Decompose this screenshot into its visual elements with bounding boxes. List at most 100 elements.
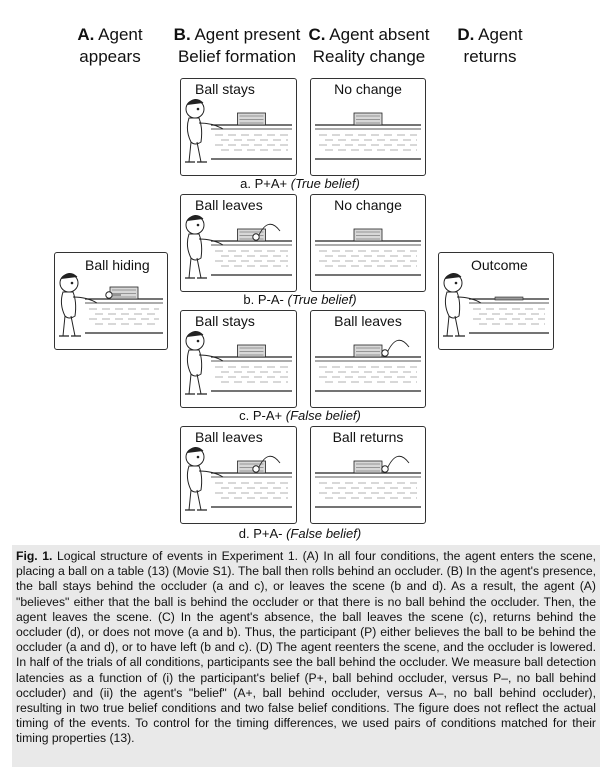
column-subtitle: returns — [463, 47, 517, 66]
scene-svg — [59, 273, 163, 337]
agent-hair — [60, 273, 78, 280]
ball-trajectory — [257, 223, 281, 238]
agent-arm — [198, 238, 224, 246]
agent-hair — [186, 99, 204, 106]
panel-ball-hiding: Ball hiding — [54, 252, 168, 350]
panel-label: Ball returns — [332, 429, 404, 445]
agent-eye — [196, 455, 200, 459]
ball — [381, 465, 389, 473]
panel-row-d-belief: Ball leaves — [180, 426, 297, 524]
agent-arm — [198, 470, 224, 478]
panel-label: No change — [334, 197, 402, 213]
ball-trajectory — [386, 455, 410, 470]
panel-row-c-reality: Ball leaves — [310, 310, 426, 408]
agent-legs — [446, 315, 460, 337]
panel-outcome: Outcome — [438, 252, 554, 350]
agent-eye — [70, 281, 74, 285]
agent-hair — [186, 215, 204, 222]
column-subtitle: Belief formation — [177, 47, 297, 66]
column-subtitle: appears — [79, 47, 141, 66]
panel-label: Ball stays — [195, 313, 255, 329]
scene-svg — [315, 112, 421, 160]
row-b-caption: b. P-A- (True belief) — [190, 292, 410, 307]
panel-label: Ball hiding — [85, 257, 150, 273]
ball — [381, 349, 389, 357]
agent-body — [444, 291, 461, 319]
row-c-caption: c. P-A+ (False belief) — [190, 408, 410, 423]
agent-body — [186, 349, 203, 377]
agent-legs — [62, 315, 76, 337]
scene-svg — [185, 99, 292, 163]
occluder-lowered — [494, 296, 524, 301]
panel-label: Ball stays — [195, 81, 255, 97]
figure-caption: Fig. 1. Logical structure of events in E… — [12, 545, 600, 767]
agent-figure — [185, 215, 224, 279]
agent-body — [186, 117, 203, 145]
condition-code: b. P-A- — [243, 292, 284, 307]
column-title: Agent absent — [329, 25, 430, 44]
panel-row-d-reality: Ball returns — [310, 426, 426, 524]
condition-code: d. P+A- — [238, 526, 283, 541]
agent-legs — [188, 489, 202, 511]
column-subtitle: Reality change — [312, 47, 426, 66]
column-heading-c: C. Agent absent Reality change — [303, 24, 435, 68]
column-letter: B. — [173, 25, 191, 44]
agent-hair — [186, 331, 204, 338]
row-d-caption: d. P+A- (False belief) — [190, 526, 410, 541]
ball — [252, 233, 260, 241]
scene-svg — [315, 228, 421, 276]
condition-code: a. P+A+ — [240, 176, 288, 191]
panel-row-c-belief: Ball stays — [180, 310, 297, 408]
panel-row-a-belief: Ball stays — [180, 78, 297, 176]
ball-trajectory — [257, 455, 281, 470]
agent-figure — [185, 99, 224, 163]
scene-svg — [185, 331, 292, 395]
agent-eye — [196, 107, 200, 111]
column-letter: A. — [77, 25, 95, 44]
belief-type: (False belief) — [286, 526, 362, 541]
ball — [105, 291, 113, 299]
agent-eye — [196, 223, 200, 227]
belief-type: (True belief) — [287, 292, 357, 307]
column-title: Agent — [478, 25, 523, 44]
agent-legs — [188, 373, 202, 395]
panel-row-a-reality: No change — [310, 78, 426, 176]
scene-svg — [315, 339, 421, 392]
panel-label: Ball leaves — [195, 429, 263, 445]
belief-type: (False belief) — [285, 408, 361, 423]
caption-paragraph: Fig. 1. Logical structure of events in E… — [12, 545, 600, 751]
agent-figure — [59, 273, 98, 337]
caption-label: Fig. 1. — [16, 549, 53, 563]
condition-code: c. P-A+ — [239, 408, 283, 423]
agent-figure — [443, 273, 482, 337]
agent-legs — [188, 141, 202, 163]
agent-figure — [185, 331, 224, 395]
agent-body — [60, 291, 77, 319]
column-letter: C. — [308, 25, 326, 44]
column-title: Agent present — [194, 25, 301, 44]
row-a-caption: a. P+A+ (True belief) — [190, 176, 410, 191]
column-heading-b: B. Agent present Belief formation — [168, 24, 306, 68]
agent-body — [186, 465, 203, 493]
column-title: Agent — [98, 25, 143, 44]
column-heading-d: D. Agent returns — [440, 24, 540, 68]
panel-label: Ball leaves — [195, 197, 263, 213]
ball-trajectory — [386, 339, 410, 354]
caption-text: Logical structure of events in Experimen… — [16, 549, 596, 746]
panel-row-b-reality: No change — [310, 194, 426, 292]
agent-arm — [72, 296, 98, 304]
column-heading-a: A. Agent appears — [60, 24, 160, 68]
agent-eye — [454, 281, 458, 285]
belief-type: (True belief) — [290, 176, 360, 191]
agent-legs — [188, 257, 202, 279]
agent-hair — [444, 273, 462, 280]
scene-svg — [185, 215, 292, 279]
panel-label: Outcome — [471, 257, 528, 273]
column-letter: D. — [457, 25, 475, 44]
agent-arm — [198, 122, 224, 130]
panel-label: Ball leaves — [334, 313, 402, 329]
ball — [252, 465, 260, 473]
agent-body — [186, 233, 203, 261]
agent-figure — [185, 447, 224, 511]
scene-svg — [443, 273, 549, 337]
